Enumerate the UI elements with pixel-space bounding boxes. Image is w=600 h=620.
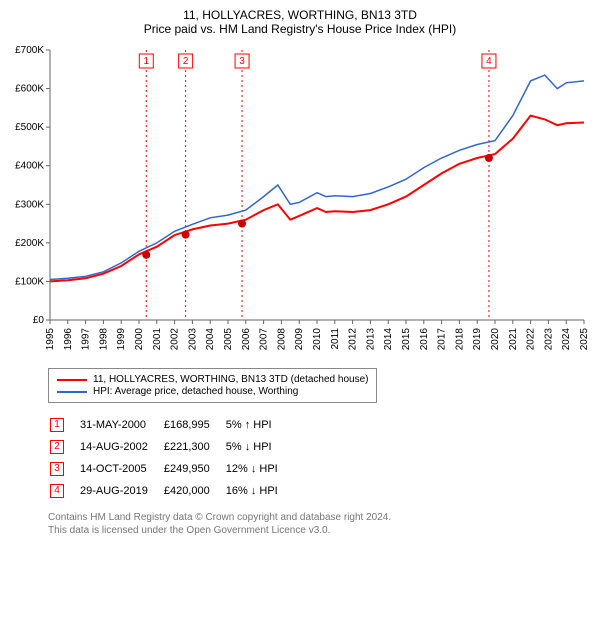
table-row: 3 14-OCT-2005£249,95012% ↓ HPI [50,459,292,479]
sale-marker-cell: 2 [50,437,78,457]
svg-text:2023: 2023 [543,328,554,351]
svg-text:2025: 2025 [579,328,590,351]
legend-item: HPI: Average price, detached house, Wort… [57,386,368,397]
svg-text:2015: 2015 [401,328,412,351]
svg-text:1996: 1996 [63,328,74,351]
svg-text:2005: 2005 [223,328,234,351]
svg-text:2008: 2008 [276,328,287,351]
sale-price: £221,300 [164,437,224,457]
line-chart: £0 £100K £200K £300K £400K £500K £600K £700K 1 2 3… [8,42,592,362]
sale-delta: 16% ↓ HPI [226,481,292,501]
sale-price: £249,950 [164,459,224,479]
svg-text:2020: 2020 [490,328,501,351]
footer-attribution: Contains HM Land Registry data © Crown c… [48,511,592,537]
chart-area: £0 £100K £200K £300K £400K £500K £600K £700K 1 2 3… [8,42,592,362]
sale-price: £168,995 [164,415,224,435]
svg-text:£600K: £600K [15,84,44,95]
legend-label: 11, HOLLYACRES, WORTHING, BN13 3TD (deta… [93,374,368,385]
svg-text:2001: 2001 [152,328,163,351]
svg-text:2013: 2013 [365,328,376,351]
sale-marker-box: 3 [50,462,64,476]
sales-table: 1 31-MAY-2000£168,9955% ↑ HPI 2 14-AUG-2002… [48,413,294,503]
svg-text:£100K: £100K [15,276,44,287]
svg-text:1998: 1998 [98,328,109,351]
sale-marker-cell: 3 [50,459,78,479]
svg-text:2021: 2021 [508,328,519,351]
svg-text:2007: 2007 [259,328,270,351]
svg-text:2009: 2009 [294,328,305,351]
svg-text:£300K: £300K [15,199,44,210]
svg-text:2003: 2003 [187,328,198,351]
svg-text:1995: 1995 [45,328,56,351]
svg-text:2014: 2014 [383,328,394,351]
sale-marker-box: 2 [50,440,64,454]
svg-text:2024: 2024 [561,328,572,351]
chart-title: 11, HOLLYACRES, WORTHING, BN13 3TD [8,8,592,22]
svg-text:£200K: £200K [15,238,44,249]
svg-text:2: 2 [183,56,189,67]
sale-date: 14-OCT-2005 [80,459,162,479]
svg-text:2004: 2004 [205,328,216,351]
legend-item: 11, HOLLYACRES, WORTHING, BN13 3TD (deta… [57,374,368,385]
legend-swatch [57,379,87,381]
sale-delta: 12% ↓ HPI [226,459,292,479]
svg-text:2022: 2022 [526,328,537,351]
svg-text:2006: 2006 [241,328,252,351]
table-row: 1 31-MAY-2000£168,9955% ↑ HPI [50,415,292,435]
svg-text:2017: 2017 [437,328,448,351]
chart-subtitle: Price paid vs. HM Land Registry's House … [8,22,592,36]
sale-marker-cell: 1 [50,415,78,435]
sale-date: 31-MAY-2000 [80,415,162,435]
svg-text:£0: £0 [33,315,45,326]
svg-text:2011: 2011 [330,328,341,350]
svg-text:2018: 2018 [454,328,465,351]
svg-text:£500K: £500K [15,122,44,133]
svg-text:1997: 1997 [81,328,92,351]
svg-text:2012: 2012 [348,328,359,351]
svg-text:2019: 2019 [472,328,483,351]
sale-delta: 5% ↓ HPI [226,437,292,457]
svg-text:4: 4 [486,56,492,67]
svg-text:1999: 1999 [116,328,127,351]
sale-delta: 5% ↑ HPI [226,415,292,435]
svg-text:3: 3 [239,56,245,67]
sale-date: 14-AUG-2002 [80,437,162,457]
sale-marker-cell: 4 [50,481,78,501]
footer-line-1: Contains HM Land Registry data © Crown c… [48,511,592,524]
footer-line-2: This data is licensed under the Open Gov… [48,524,592,537]
svg-text:£400K: £400K [15,161,44,172]
svg-text:1: 1 [144,56,150,67]
legend-label: HPI: Average price, detached house, Wort… [93,386,298,397]
table-row: 4 29-AUG-2019£420,00016% ↓ HPI [50,481,292,501]
svg-text:2016: 2016 [419,328,430,351]
sale-marker-box: 1 [50,418,64,432]
sale-date: 29-AUG-2019 [80,481,162,501]
svg-text:2002: 2002 [170,328,181,351]
legend: 11, HOLLYACRES, WORTHING, BN13 3TD (deta… [48,368,377,403]
svg-text:2010: 2010 [312,328,323,351]
sale-marker-box: 4 [50,484,64,498]
svg-text:2000: 2000 [134,328,145,351]
sale-price: £420,000 [164,481,224,501]
svg-text:£700K: £700K [15,45,44,56]
table-row: 2 14-AUG-2002£221,3005% ↓ HPI [50,437,292,457]
legend-swatch [57,391,87,393]
